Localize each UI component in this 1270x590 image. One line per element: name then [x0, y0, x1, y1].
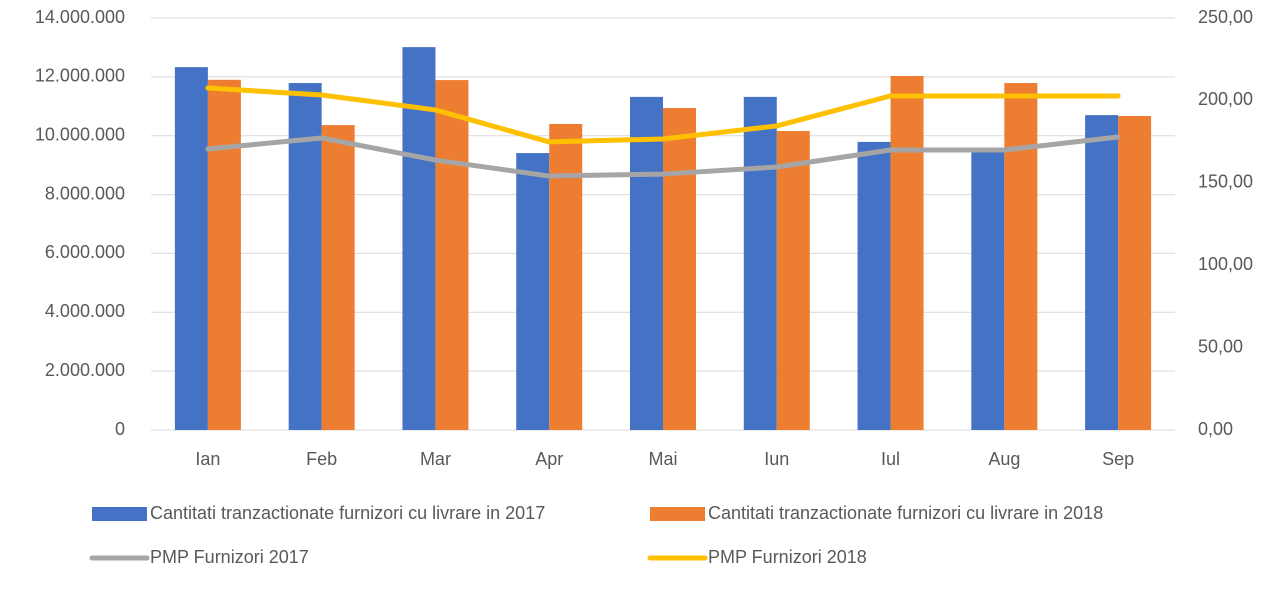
legend-label: Cantitati tranzactionate furnizori cu li…: [150, 503, 545, 523]
x-tick-label: Sep: [1102, 449, 1134, 469]
y-tick-label: 2.000.000: [45, 360, 125, 380]
bar: [776, 131, 810, 430]
legend-swatch: [650, 507, 705, 521]
x-tick-label: Mai: [648, 449, 677, 469]
y-tick-label: 0: [115, 419, 125, 439]
y2-tick-label: 50,00: [1198, 336, 1243, 356]
y-tick-label: 10.000.000: [35, 124, 125, 144]
legend-label: PMP Furnizori 2017: [150, 547, 309, 567]
x-tick-label: Mar: [420, 449, 451, 469]
x-tick-label: Iun: [764, 449, 789, 469]
y2-tick-label: 0,00: [1198, 419, 1233, 439]
bar: [321, 125, 355, 431]
y-tick-label: 8.000.000: [45, 183, 125, 203]
bar: [549, 123, 583, 430]
line-series: [205, 134, 1121, 179]
bar: [890, 75, 924, 430]
bar: [1118, 115, 1152, 431]
x-tick-label: Apr: [535, 449, 563, 469]
x-tick-label: Aug: [988, 449, 1020, 469]
legend-label: Cantitati tranzactionate furnizori cu li…: [708, 503, 1103, 523]
y2-tick-label: 200,00: [1198, 89, 1253, 109]
y-tick-label: 6.000.000: [45, 242, 125, 262]
bar: [857, 141, 891, 430]
x-tick-label: Iul: [881, 449, 900, 469]
line-series: [205, 85, 1121, 145]
x-tick-label: Ian: [195, 449, 220, 469]
bar: [288, 83, 322, 430]
y2-tick-label: 250,00: [1198, 7, 1253, 27]
bar: [174, 67, 208, 430]
x-tick-label: Feb: [306, 449, 337, 469]
legend-label: PMP Furnizori 2018: [708, 547, 867, 567]
bar: [435, 80, 469, 430]
bar: [516, 153, 550, 430]
y2-tick-label: 150,00: [1198, 172, 1253, 192]
bar: [971, 150, 1005, 430]
y-tick-label: 14.000.000: [35, 7, 125, 27]
legend-swatch: [92, 507, 147, 521]
bar: [743, 96, 777, 431]
bar: [1004, 83, 1038, 430]
y-tick-label: 4.000.000: [45, 301, 125, 321]
bar: [1085, 115, 1119, 430]
bar: [207, 79, 241, 431]
y2-tick-label: 100,00: [1198, 254, 1253, 274]
y-tick-label: 12.000.000: [35, 66, 125, 86]
bar: [630, 96, 663, 431]
bar: [663, 108, 696, 431]
